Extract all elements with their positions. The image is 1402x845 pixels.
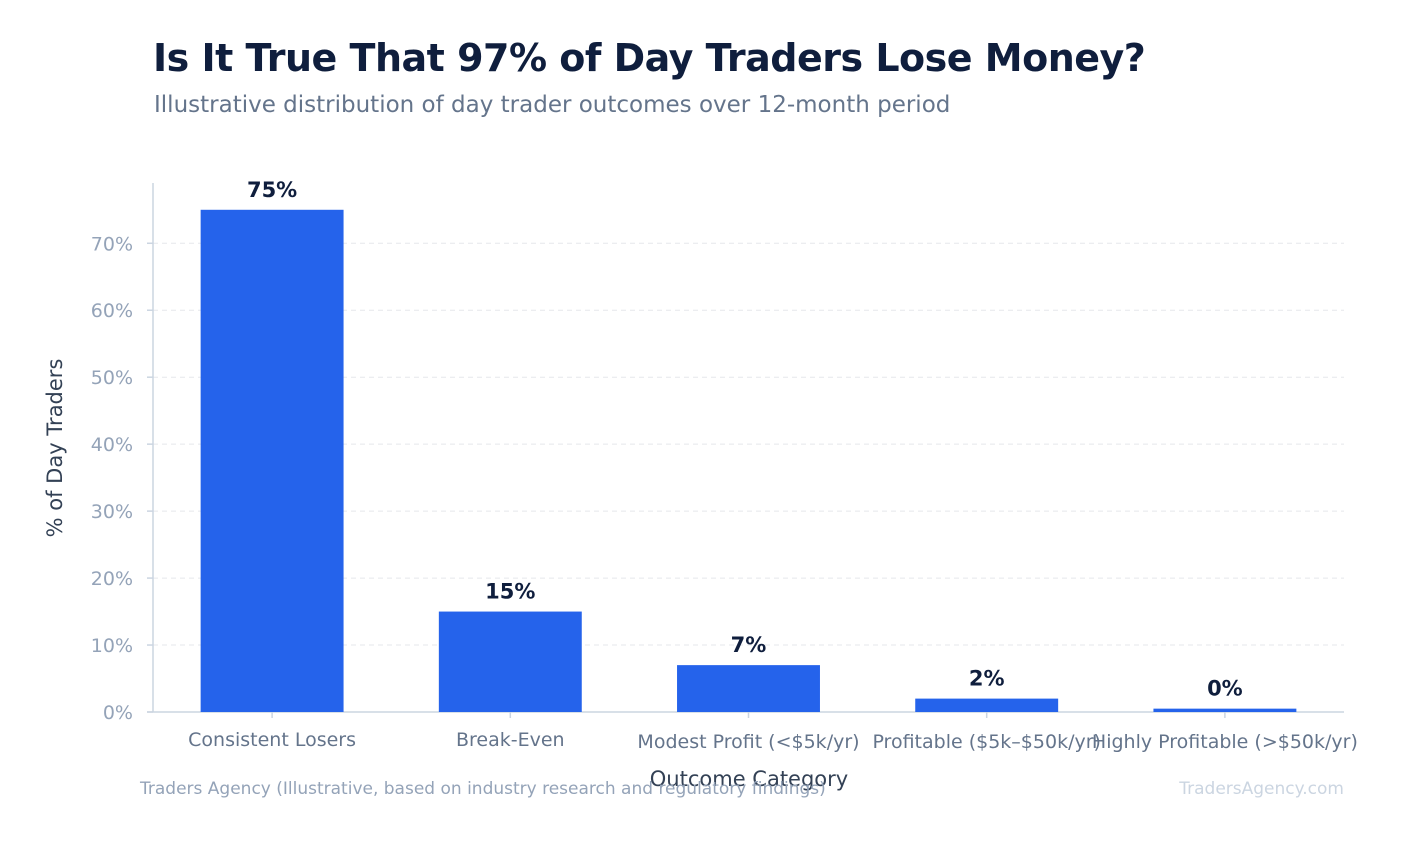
bar-value-label: 2% xyxy=(969,667,1005,691)
y-tick-label: 0% xyxy=(103,702,133,724)
y-axis-title: % of Day Traders xyxy=(43,359,67,538)
watermark: TradersAgency.com xyxy=(1179,779,1344,799)
x-tick-label: Consistent Losers xyxy=(188,729,356,751)
y-tick-label: 10% xyxy=(91,635,133,657)
bar-value-label: 15% xyxy=(485,580,535,604)
source-note: Traders Agency (Illustrative, based on i… xyxy=(140,779,826,799)
x-axis-title: Outcome Category xyxy=(650,767,848,791)
x-ticks: Consistent Losers Break-Even Modest Profit… xyxy=(188,712,1358,753)
bar-value-label: 0% xyxy=(1207,677,1243,701)
y-tick-label: 70% xyxy=(91,233,133,255)
bar-value-label: 7% xyxy=(731,633,767,657)
bar xyxy=(200,209,344,713)
x-tick-label: Profitable ($5k–$50k/yr) xyxy=(872,731,1101,753)
bar xyxy=(677,665,820,712)
x-tick-label: Highly Profitable (>$50k/yr) xyxy=(1092,731,1358,753)
y-tick-label: 30% xyxy=(91,501,133,523)
y-tick-label: 50% xyxy=(91,367,133,389)
bars: 75% 15% 7% 2% 0% xyxy=(200,178,1297,713)
bar xyxy=(915,698,1059,712)
y-tick-label: 60% xyxy=(91,300,133,322)
bar-value-label: 75% xyxy=(247,178,297,202)
chart-title: Is It True That 97% of Day Traders Lose … xyxy=(153,36,1146,80)
y-ticks: 0% 10% 20% 30% 40% 50% 60% 70% xyxy=(91,233,153,724)
x-tick-label: Break-Even xyxy=(456,729,565,751)
bar xyxy=(1153,708,1297,712)
x-tick-label: Modest Profit (<$5k/yr) xyxy=(637,731,859,753)
gridlines xyxy=(153,242,1344,646)
y-tick-label: 40% xyxy=(91,434,133,456)
bar xyxy=(438,611,582,712)
chart-subtitle: Illustrative distribution of day trader … xyxy=(154,92,951,118)
y-tick-label: 20% xyxy=(91,568,133,590)
